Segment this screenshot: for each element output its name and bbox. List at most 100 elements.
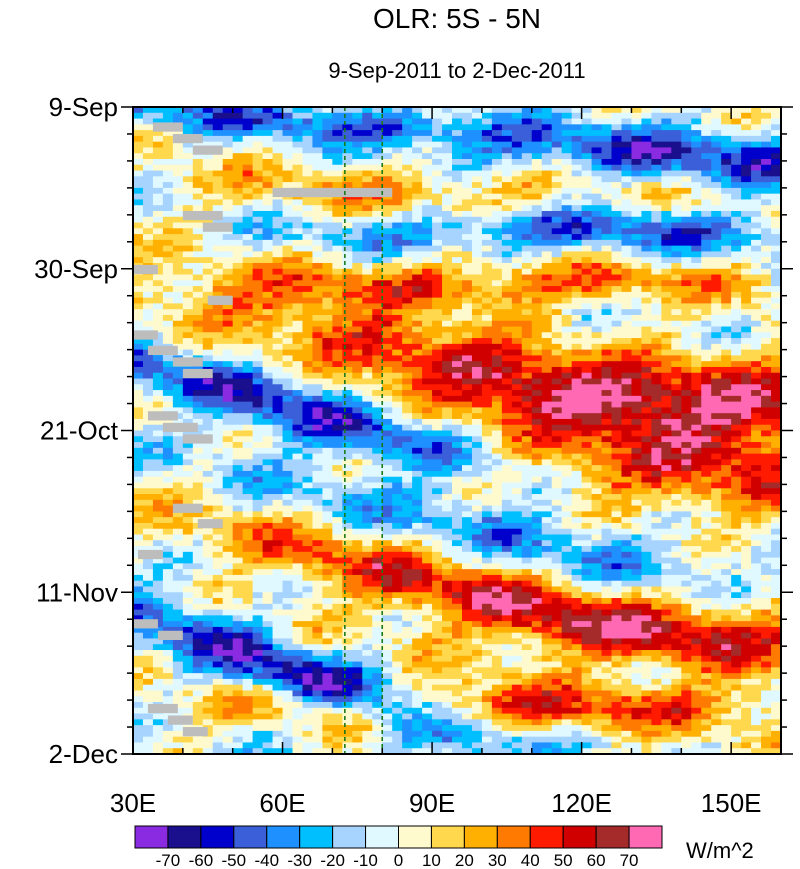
field-cell [511,725,523,732]
field-cell [142,366,154,374]
field-cell [372,609,383,616]
field-cell [252,245,264,253]
field-cell [252,395,264,403]
field-cell [362,522,373,530]
field-cell [402,384,413,391]
field-cell [392,297,403,305]
field-cell [352,615,363,622]
field-cell [551,534,563,541]
field-cell [332,546,343,553]
field-cell [352,361,363,368]
field-cell [442,459,453,466]
field-cell [531,702,543,709]
field-cell [422,505,433,512]
field-cell [212,361,224,368]
field-cell [372,673,383,680]
field-cell [212,615,224,622]
field-cell [292,667,304,674]
field-cell [232,303,244,310]
field-cell [531,390,543,397]
field-cell [282,719,294,726]
field-cell [312,372,324,380]
field-cell [142,199,154,206]
field-cell [551,557,563,564]
field-cell [541,158,553,166]
field-cell [222,644,234,651]
field-cell [501,314,513,322]
field-cell [491,372,503,380]
field-cell [212,465,224,472]
field-cell [272,430,284,437]
field-cell [382,742,393,749]
field-cell [352,678,363,686]
field-cell [133,546,144,553]
field-cell [162,563,174,570]
field-cell [481,158,493,166]
field-cell [511,349,523,357]
field-cell [302,673,314,680]
field-cell [531,621,543,628]
field-cell [362,182,373,189]
field-cell [561,517,573,524]
field-cell [192,130,204,137]
field-cell [561,326,573,333]
field-cell [172,257,184,264]
field-cell [252,655,264,663]
field-cell [182,176,194,183]
field-cell [382,748,393,754]
field-cell [242,424,254,432]
field-cell [152,476,164,484]
field-cell [352,551,363,559]
field-cell [521,187,533,195]
field-cell [342,546,353,553]
field-cell [212,141,224,149]
field-cell [342,309,353,316]
field-cell [162,303,174,310]
field-cell [432,442,443,449]
field-cell [142,742,154,749]
field-cell [332,482,343,489]
field-cell [142,436,154,443]
field-cell [501,251,513,258]
field-cell [452,505,463,512]
field-cell [541,615,553,622]
field-cell [312,465,324,472]
field-cell [212,372,224,380]
field-cell [332,291,343,299]
field-cell [452,511,463,518]
field-cell [312,107,324,114]
field-cell [302,314,314,322]
field-cell [432,418,443,426]
field-cell [352,274,363,281]
field-cell [282,505,294,512]
field-cell [442,291,453,299]
field-cell [541,153,553,160]
field-cell [471,534,483,541]
field-cell [461,574,473,582]
field-cell [491,274,503,281]
field-cell [501,210,513,218]
field-cell [372,390,383,397]
field-cell [471,563,483,570]
field-cell [442,262,453,270]
field-cell [481,453,493,460]
field-cell [172,702,184,709]
field-cell [222,447,234,455]
field-cell [202,384,214,391]
field-cell [452,176,463,183]
field-cell [521,453,533,460]
field-cell [392,372,403,380]
field-cell [531,632,543,640]
field-cell [362,690,373,697]
field-cell [432,563,443,570]
field-cell [332,650,343,657]
field-cell [432,413,443,420]
field-cell [282,407,294,414]
field-cell [202,488,214,495]
field-cell [212,303,224,310]
field-cell [222,303,234,310]
field-cell [571,407,583,414]
field-cell [322,216,333,224]
field-cell [322,130,333,137]
field-cell [312,730,324,738]
